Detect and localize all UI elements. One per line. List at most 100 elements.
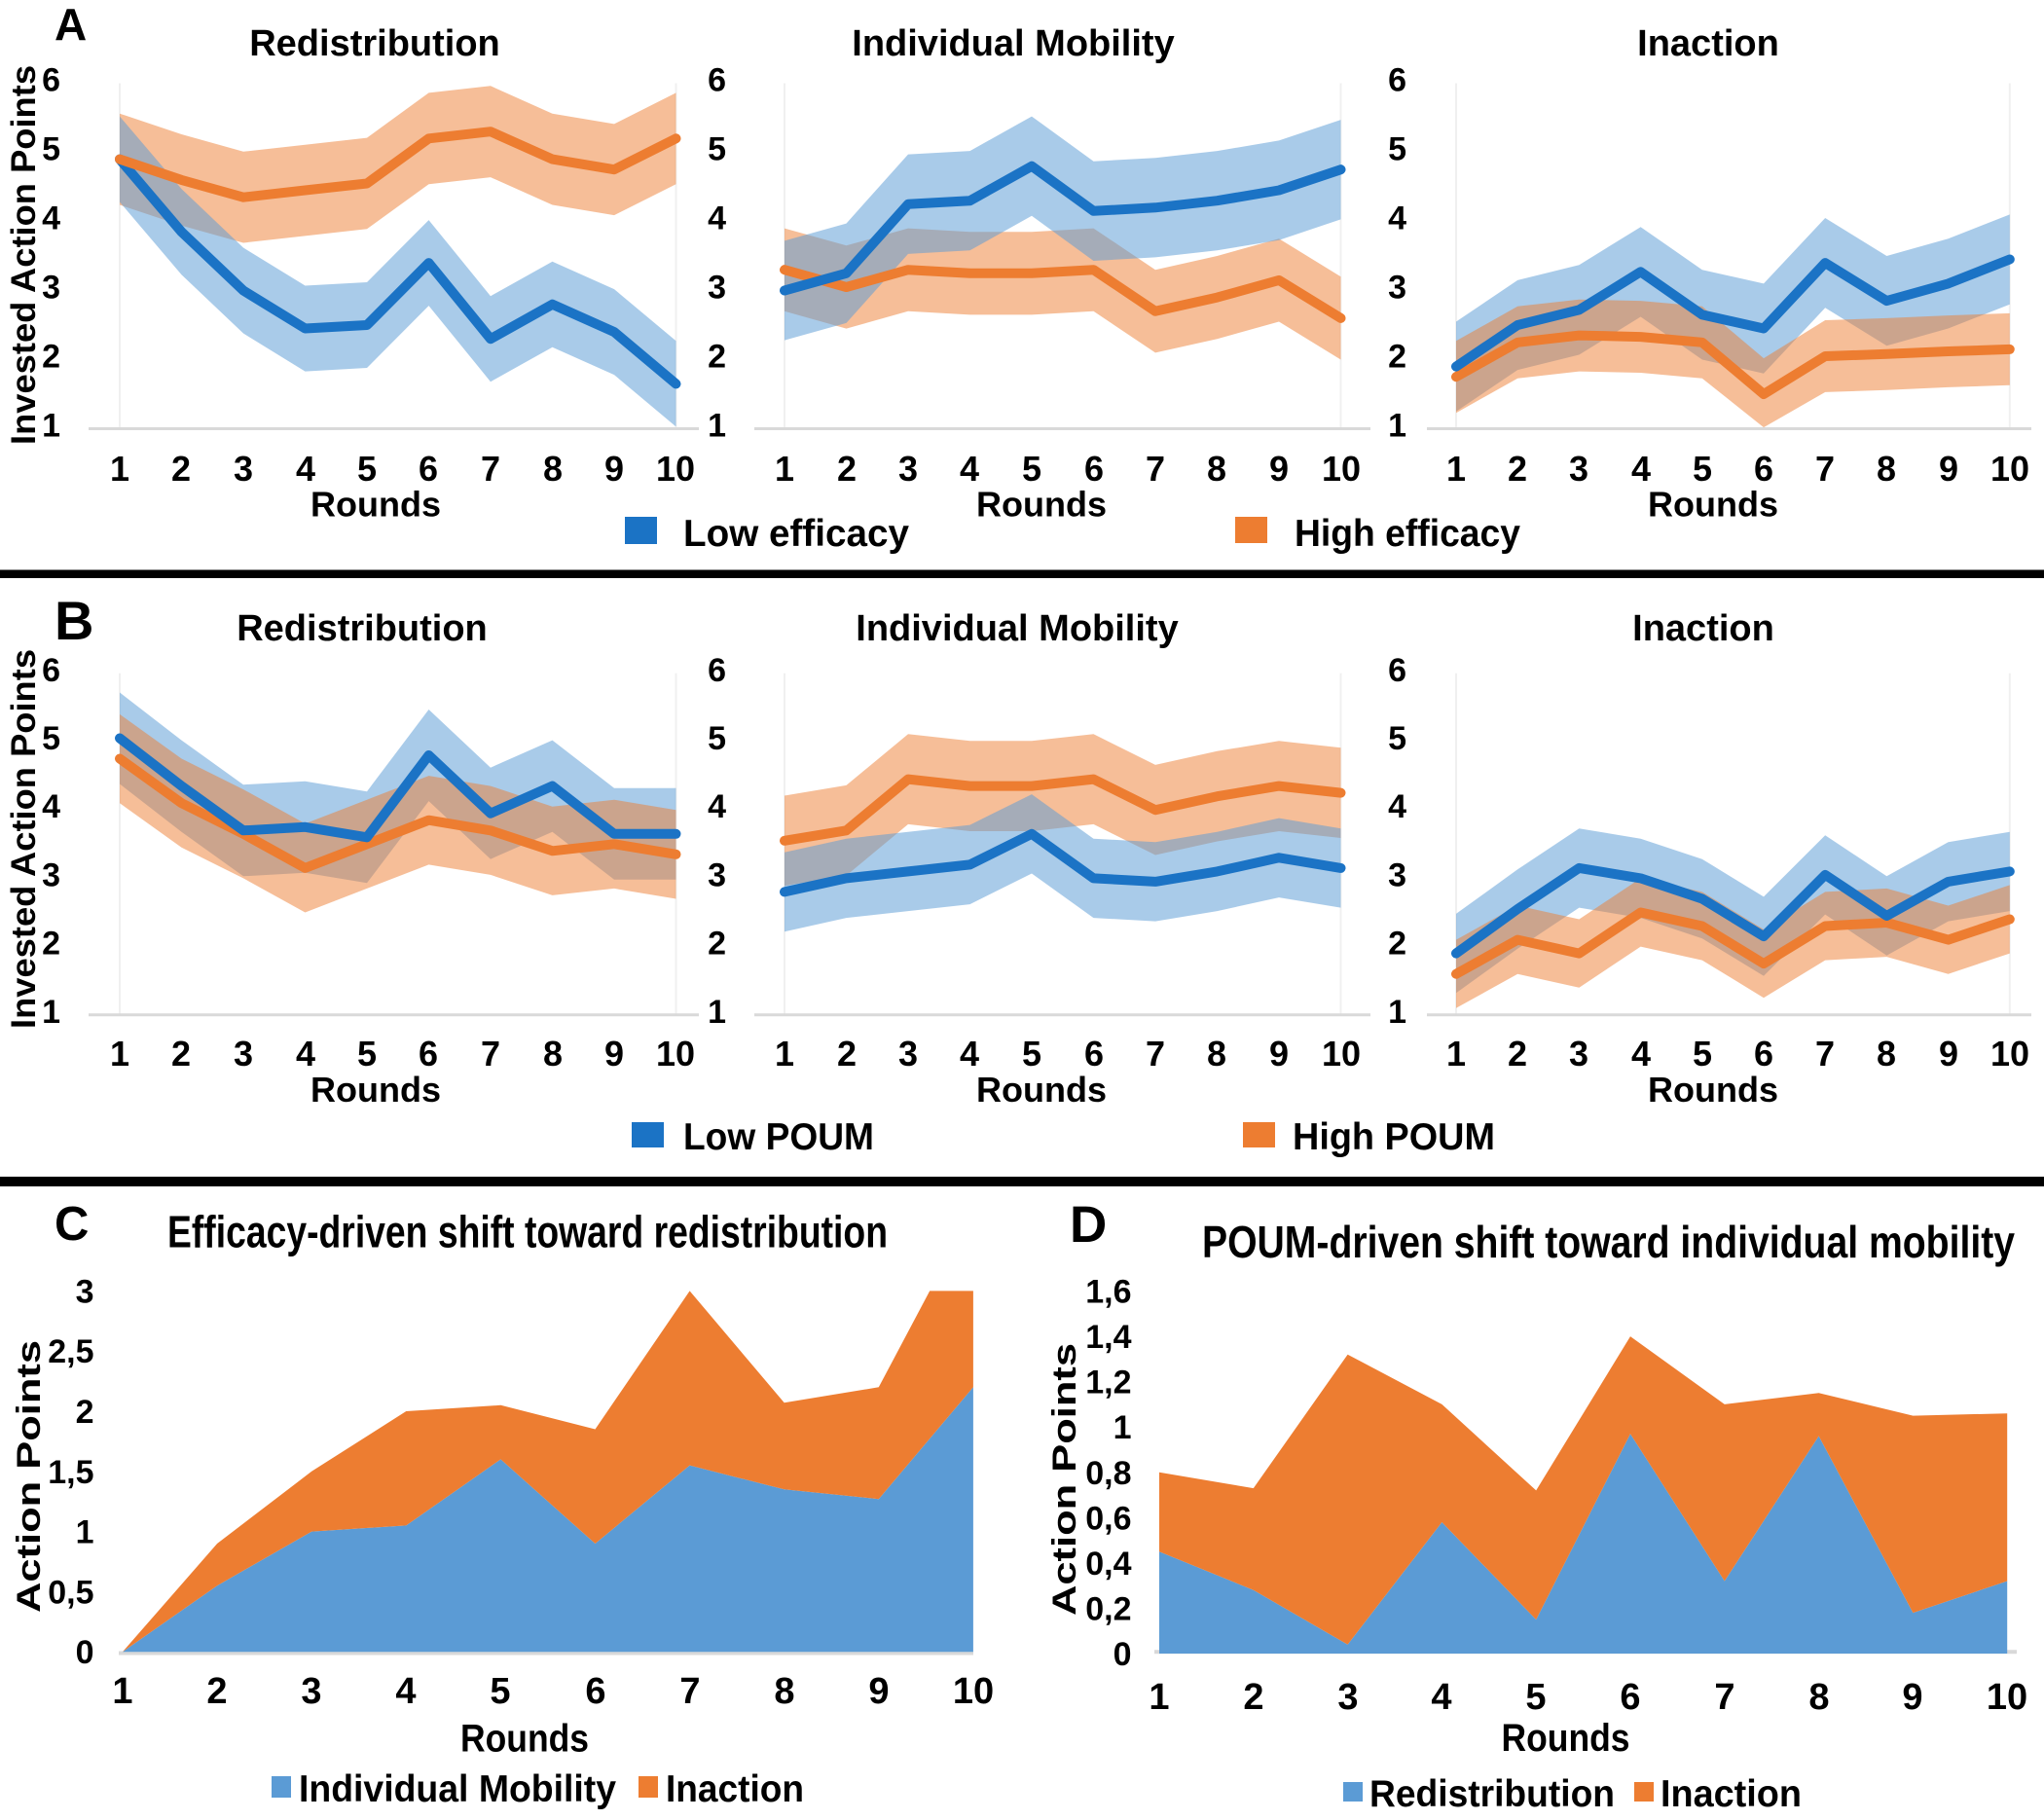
svg-text:0,2: 0,2 [1085,1590,1131,1627]
svg-text:1: 1 [112,1671,132,1712]
svg-text:6: 6 [1388,62,1406,99]
svg-text:Inaction: Inaction [1632,608,1774,649]
svg-text:3: 3 [1388,270,1406,307]
svg-text:POUM-driven shift toward indiv: POUM-driven shift toward individual mobi… [1202,1217,2015,1267]
svg-text:2: 2 [171,449,191,489]
svg-text:1,4: 1,4 [1085,1319,1131,1356]
svg-text:7: 7 [679,1671,700,1712]
svg-text:3: 3 [1569,1034,1588,1074]
svg-text:6: 6 [419,449,438,489]
svg-text:Individual Mobility: Individual Mobility [852,23,1174,64]
svg-text:1: 1 [110,1034,129,1074]
svg-text:4: 4 [960,1034,979,1074]
svg-text:4: 4 [708,200,726,237]
svg-text:6: 6 [708,62,726,99]
svg-text:4: 4 [1388,788,1406,825]
svg-text:9: 9 [868,1671,889,1712]
svg-text:7: 7 [1815,1034,1835,1074]
svg-text:10: 10 [1987,1677,2027,1718]
svg-text:1: 1 [708,408,726,445]
svg-text:0,5: 0,5 [48,1574,93,1611]
svg-text:5: 5 [1388,131,1406,168]
svg-text:5: 5 [42,131,60,168]
svg-text:2: 2 [708,339,726,376]
svg-text:7: 7 [1146,449,1165,489]
svg-text:9: 9 [1939,1034,1958,1074]
svg-text:Rounds: Rounds [460,1718,589,1761]
svg-text:4: 4 [960,449,979,489]
svg-text:5: 5 [1693,449,1712,489]
svg-text:High POUM: High POUM [1293,1116,1495,1158]
svg-text:8: 8 [1207,449,1226,489]
svg-text:10: 10 [953,1671,994,1712]
svg-text:1: 1 [1446,449,1466,489]
svg-text:Rounds: Rounds [1648,1070,1778,1110]
svg-text:5: 5 [1388,720,1406,757]
svg-text:4: 4 [296,1034,315,1074]
svg-text:4: 4 [1431,1677,1451,1718]
svg-text:5: 5 [357,449,377,489]
svg-text:1: 1 [1446,1034,1466,1074]
svg-text:D: D [1070,1196,1107,1254]
svg-text:2: 2 [42,339,60,376]
svg-text:6: 6 [42,62,60,99]
svg-text:6: 6 [1388,652,1406,689]
svg-text:5: 5 [1022,1034,1041,1074]
svg-text:5: 5 [1693,1034,1712,1074]
svg-text:5: 5 [490,1671,510,1712]
svg-text:6: 6 [1754,1034,1773,1074]
svg-text:3: 3 [42,270,60,307]
svg-text:2: 2 [171,1034,191,1074]
svg-text:2: 2 [206,1671,227,1712]
svg-text:1: 1 [76,1514,94,1551]
svg-text:8: 8 [543,449,563,489]
svg-text:1: 1 [708,994,726,1031]
svg-text:9: 9 [1269,1034,1289,1074]
svg-text:3: 3 [1337,1677,1358,1718]
svg-text:3: 3 [708,270,726,307]
svg-text:B: B [55,590,93,651]
svg-text:2: 2 [708,926,726,963]
svg-text:Inaction: Inaction [1637,23,1779,64]
svg-text:Rounds: Rounds [310,1070,441,1110]
svg-text:Redistribution: Redistribution [249,23,500,64]
svg-text:5: 5 [1525,1677,1546,1718]
svg-text:4: 4 [395,1671,416,1712]
svg-text:8: 8 [774,1671,794,1712]
svg-text:3: 3 [1569,449,1588,489]
svg-text:A: A [55,0,87,50]
svg-text:7: 7 [481,1034,500,1074]
svg-text:6: 6 [1084,449,1104,489]
svg-text:9: 9 [604,449,624,489]
svg-text:9: 9 [604,1034,624,1074]
svg-text:High efficacy: High efficacy [1295,513,1520,555]
svg-text:2: 2 [1388,926,1406,963]
svg-text:3: 3 [234,449,253,489]
svg-text:7: 7 [481,449,500,489]
svg-text:1: 1 [1113,1409,1132,1446]
svg-text:C: C [55,1198,89,1251]
svg-text:2: 2 [837,449,857,489]
svg-text:Redistribution: Redistribution [1369,1773,1615,1815]
svg-text:Invested Action Points: Invested Action Points [5,649,43,1029]
svg-text:3: 3 [301,1671,321,1712]
svg-text:8: 8 [1808,1677,1829,1718]
svg-text:10: 10 [1322,449,1361,489]
svg-text:2: 2 [837,1034,857,1074]
svg-text:2: 2 [1508,449,1527,489]
svg-text:0,8: 0,8 [1085,1455,1131,1492]
svg-text:4: 4 [42,788,60,825]
svg-text:7: 7 [1815,449,1835,489]
svg-text:2: 2 [1243,1677,1263,1718]
svg-text:8: 8 [543,1034,563,1074]
svg-text:Low efficacy: Low efficacy [683,513,909,555]
svg-text:6: 6 [1754,449,1773,489]
svg-text:1: 1 [110,449,129,489]
svg-text:4: 4 [42,200,60,237]
svg-text:4: 4 [1631,1034,1651,1074]
svg-text:6: 6 [1620,1677,1640,1718]
svg-text:1: 1 [775,1034,794,1074]
svg-text:Efficacy-driven shift toward r: Efficacy-driven shift toward redistribut… [167,1207,888,1257]
svg-text:1: 1 [1388,994,1406,1031]
svg-text:10: 10 [656,1034,695,1074]
